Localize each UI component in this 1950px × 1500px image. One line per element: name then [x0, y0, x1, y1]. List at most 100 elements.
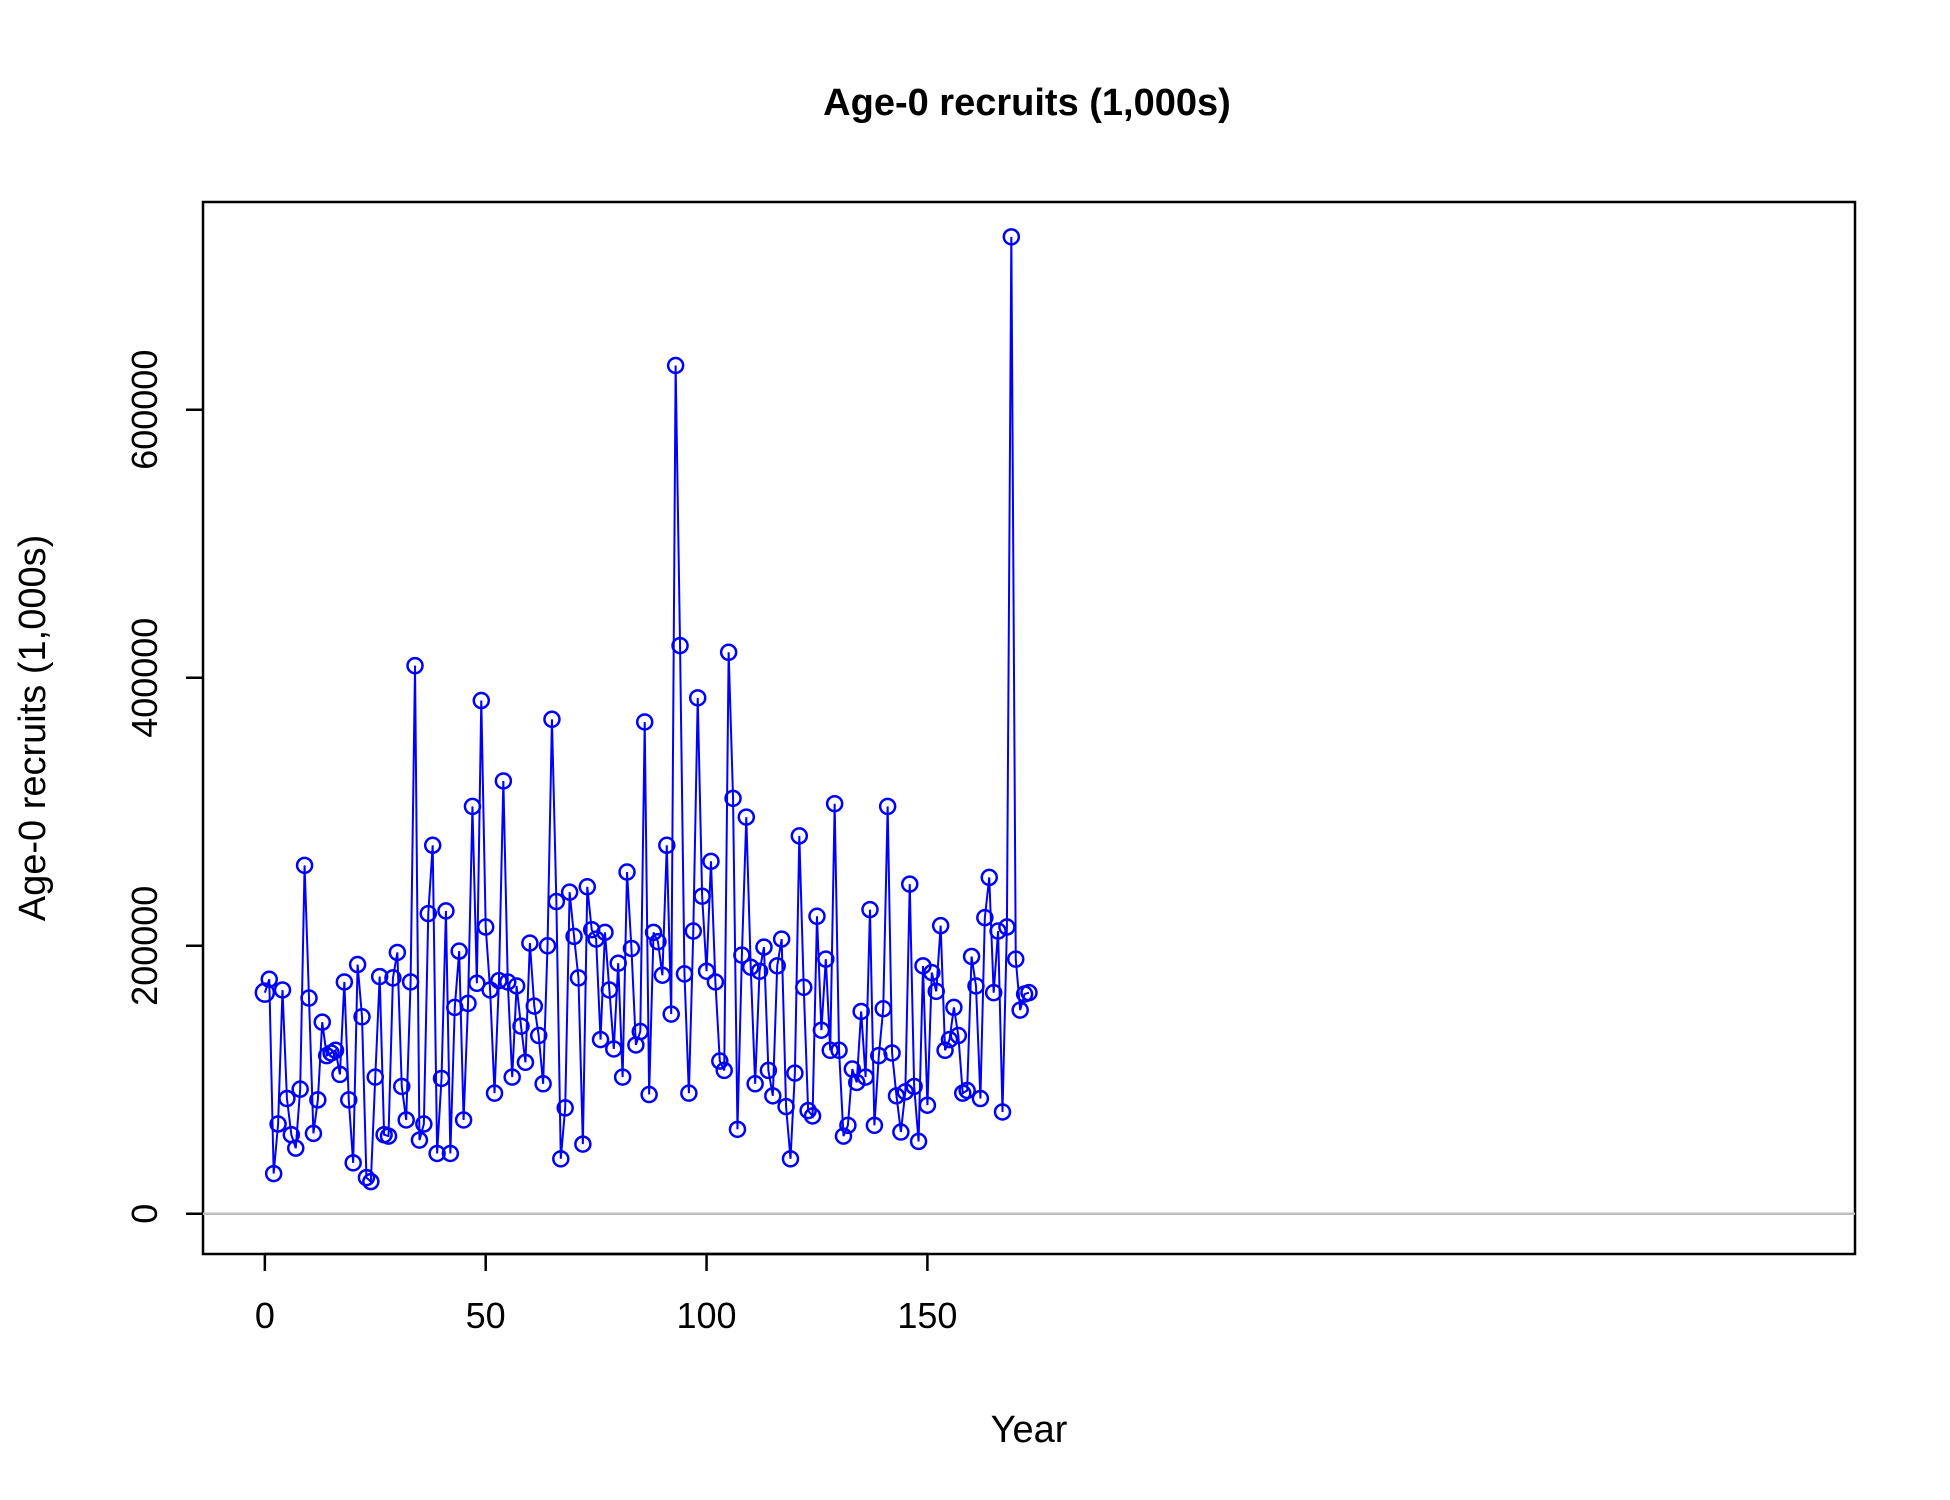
data-point [962, 947, 981, 966]
x-axis-label: Year [991, 1409, 1068, 1451]
data-point [724, 789, 742, 808]
data-point [998, 918, 1016, 936]
data-point [295, 856, 314, 875]
data-point [344, 1154, 362, 1172]
data-point [468, 974, 486, 993]
data-point [503, 1068, 521, 1086]
data-point [379, 1127, 398, 1145]
data-point [772, 930, 791, 948]
data-point [799, 1101, 817, 1120]
data-point [463, 797, 482, 816]
data-point [278, 1089, 296, 1108]
data-point [861, 900, 879, 919]
data-point [693, 887, 711, 905]
data-point [454, 1111, 473, 1129]
data-point [697, 962, 716, 980]
data-point [300, 989, 318, 1007]
data-point [702, 852, 720, 871]
y-tick-label: 600000 [124, 350, 165, 470]
data-point [812, 1021, 831, 1039]
data-point [905, 1077, 923, 1096]
data-point [596, 923, 614, 942]
data-point [923, 963, 941, 982]
data-point [671, 636, 689, 655]
data-point [728, 1120, 747, 1139]
data-point [529, 1026, 548, 1045]
data-point [618, 863, 636, 881]
data-point [878, 797, 897, 816]
data-point [834, 1127, 853, 1145]
data-point [808, 907, 826, 926]
y-axis: 0 200000 400000 600000 [124, 350, 203, 1224]
data-point [989, 922, 1007, 940]
data-point [847, 1073, 866, 1092]
data-point [309, 1091, 327, 1109]
data-point [538, 937, 557, 955]
data-point [331, 1065, 349, 1084]
data-point [1020, 983, 1038, 1002]
data-point [291, 1080, 309, 1098]
data-markers [254, 228, 1038, 1191]
data-point [936, 1041, 954, 1060]
data-point [825, 794, 844, 813]
data-point [896, 1083, 915, 1101]
data-point [481, 981, 499, 999]
data-point [711, 1052, 729, 1070]
data-point [675, 965, 694, 983]
data-point [658, 836, 676, 855]
data-point [353, 1008, 371, 1026]
data-point [865, 1116, 884, 1135]
data-point [662, 1005, 680, 1023]
data-point [737, 808, 756, 826]
data-point [273, 981, 292, 999]
data-point [556, 1099, 574, 1117]
data-point [494, 772, 513, 790]
data-point [755, 938, 773, 956]
data-point [432, 1069, 451, 1088]
data-point [976, 908, 994, 927]
data-point [423, 836, 442, 855]
data-point [472, 691, 491, 710]
data-point [569, 969, 588, 987]
data-point [534, 1075, 552, 1093]
data-point [476, 918, 495, 936]
y-tick-label: 400000 [124, 618, 165, 738]
data-point [401, 973, 420, 991]
data-point [967, 977, 985, 995]
data-point [839, 1116, 857, 1135]
series-line [263, 236, 1030, 1184]
data-point [428, 1144, 446, 1163]
data-point [313, 1013, 332, 1031]
data-point [560, 883, 579, 901]
data-point [750, 962, 769, 980]
x-tick-label: 150 [897, 1295, 957, 1336]
data-point [940, 1030, 959, 1049]
x-tick-label: 100 [677, 1295, 737, 1336]
data-point [287, 1139, 305, 1157]
data-point [490, 971, 508, 990]
data-point [874, 1000, 892, 1018]
data-point [521, 934, 539, 952]
data-point [609, 954, 627, 972]
data-point [892, 1123, 910, 1141]
data-point [605, 1040, 623, 1058]
data-point [781, 1150, 800, 1168]
y-tick-label: 0 [124, 1204, 165, 1224]
data-point [622, 939, 641, 958]
data-point [830, 1041, 848, 1060]
y-axis-label: Age-0 recruits (1,000s) [12, 535, 54, 922]
data-point [856, 1068, 875, 1086]
data-point [649, 933, 667, 951]
data-point [958, 1081, 976, 1100]
data-point [635, 713, 654, 731]
data-point [591, 1030, 610, 1049]
data-point [680, 1084, 698, 1102]
data-point [768, 957, 786, 975]
data-point [450, 942, 468, 960]
data-point [733, 946, 751, 964]
data-point [971, 1089, 990, 1108]
data-point [931, 916, 950, 935]
data-point [719, 643, 738, 662]
data-point [335, 973, 354, 991]
